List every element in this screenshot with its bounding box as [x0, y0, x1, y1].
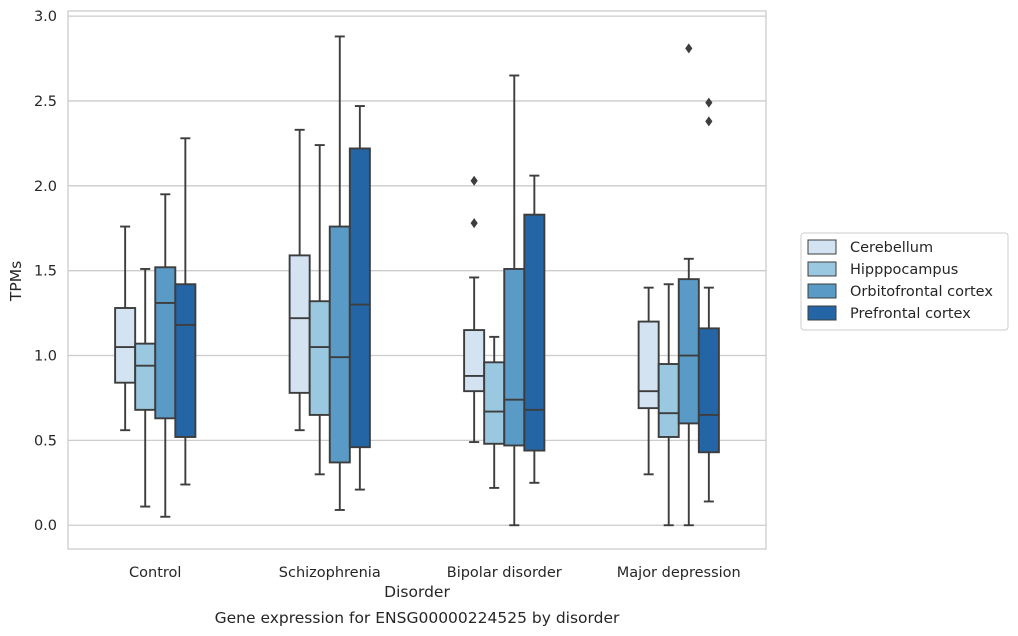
- y-tick-label: 2.5: [34, 94, 57, 110]
- chart-caption: Gene expression for ENSG00000224525 by d…: [215, 609, 620, 627]
- box-group: [463, 175, 486, 444]
- outlier-point: [705, 97, 713, 108]
- series-group: [114, 128, 660, 476]
- box: [483, 361, 506, 445]
- legend-frame: [800, 232, 1009, 331]
- box-group: [697, 97, 720, 503]
- series-group: [134, 144, 680, 527]
- y-tick-label: 0.0: [34, 518, 57, 534]
- box-group: [483, 335, 506, 489]
- box: [134, 342, 157, 411]
- box-group: [657, 283, 680, 527]
- box-group: [637, 286, 660, 476]
- box: [348, 147, 371, 449]
- outlier-point: [470, 175, 478, 186]
- y-axis-ticks: 0.0 0.5 1.0 1.5 2.0 2.5 3.0: [34, 9, 57, 534]
- box: [114, 307, 137, 384]
- x-tick-label: Control: [129, 565, 181, 581]
- box: [657, 363, 680, 438]
- box-group: [154, 193, 177, 518]
- series-group: [174, 97, 720, 503]
- box: [463, 329, 486, 393]
- box-group: [677, 43, 700, 527]
- box-group: [114, 225, 137, 432]
- series-group: [154, 35, 700, 527]
- box: [174, 283, 197, 438]
- y-tick-label: 3.0: [34, 9, 57, 25]
- x-axis-label: Disorder: [384, 583, 450, 601]
- legend: Cerebellum Hipppocampus Orbitofrontal cort…: [800, 232, 1009, 331]
- box: [503, 268, 526, 447]
- box-group: [328, 35, 351, 511]
- box-group: [523, 174, 546, 484]
- box-group: [288, 128, 311, 432]
- box-group: [348, 105, 371, 491]
- y-tick-label: 2.0: [34, 179, 57, 195]
- box-group: [308, 144, 331, 476]
- outlier-point: [685, 43, 693, 54]
- box: [637, 320, 660, 410]
- outlier-point: [705, 116, 713, 127]
- box-series: [114, 35, 720, 527]
- legend-label: Hipppocampus: [850, 262, 958, 278]
- x-tick-label: Schizophrenia: [279, 565, 381, 581]
- box-group: [134, 268, 157, 508]
- legend-swatch: [807, 305, 837, 321]
- box: [523, 213, 546, 452]
- y-tick-label: 1.5: [34, 264, 57, 280]
- legend-swatch: [807, 261, 837, 277]
- y-tick-label: 1.0: [34, 349, 57, 365]
- box: [697, 327, 720, 454]
- legend-swatch: [807, 283, 837, 299]
- outlier-point: [470, 218, 478, 229]
- legend-label: Cerebellum: [850, 240, 933, 256]
- box: [288, 254, 311, 394]
- legend-label: Orbitofrontal cortex: [850, 284, 993, 300]
- x-axis-ticks: Control Schizophrenia Bipolar disorder Majo…: [129, 565, 741, 581]
- box: [328, 225, 351, 464]
- legend-label: Prefrontal cortex: [850, 306, 971, 322]
- plot-area: [67, 10, 767, 550]
- box-group: [503, 74, 526, 527]
- x-tick-label: Major depression: [617, 565, 741, 581]
- y-axis-label: TPMs: [7, 261, 25, 302]
- box-group: [174, 137, 197, 486]
- x-tick-label: Bipolar disorder: [447, 565, 562, 581]
- y-tick-label: 0.5: [34, 433, 57, 449]
- box: [677, 278, 700, 425]
- box: [154, 266, 177, 420]
- legend-swatch: [807, 239, 837, 255]
- box: [308, 300, 331, 416]
